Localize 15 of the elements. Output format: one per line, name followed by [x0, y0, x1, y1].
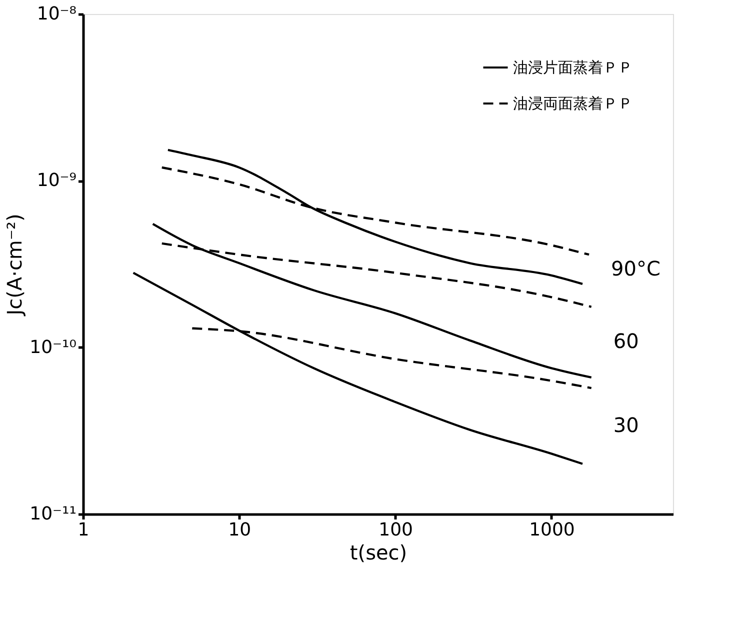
x-tick-label: 1 [78, 520, 90, 540]
legend-label: 油浸片面蒸着ＰＰ [513, 58, 633, 76]
y-axis-title: Jc(A·cm⁻²) [2, 214, 27, 318]
y-tick-label: 10⁻⁸ [36, 4, 76, 24]
legend-label: 油浸両面蒸着ＰＰ [513, 94, 633, 112]
x-tick-label: 1000 [529, 520, 575, 540]
y-tick-label: 10⁻⁹ [36, 170, 76, 192]
annotation: 60 [613, 329, 639, 354]
x-tick-label: 100 [378, 520, 413, 540]
annotation: 90°C [611, 256, 660, 280]
annotation: 30 [613, 412, 639, 437]
y-tick-label: 10⁻¹⁰ [30, 336, 76, 358]
x-tick-label: 10 [228, 520, 252, 540]
x-axis-title: t(sec) [350, 540, 408, 564]
y-tick-label: 10⁻¹¹ [30, 504, 76, 524]
